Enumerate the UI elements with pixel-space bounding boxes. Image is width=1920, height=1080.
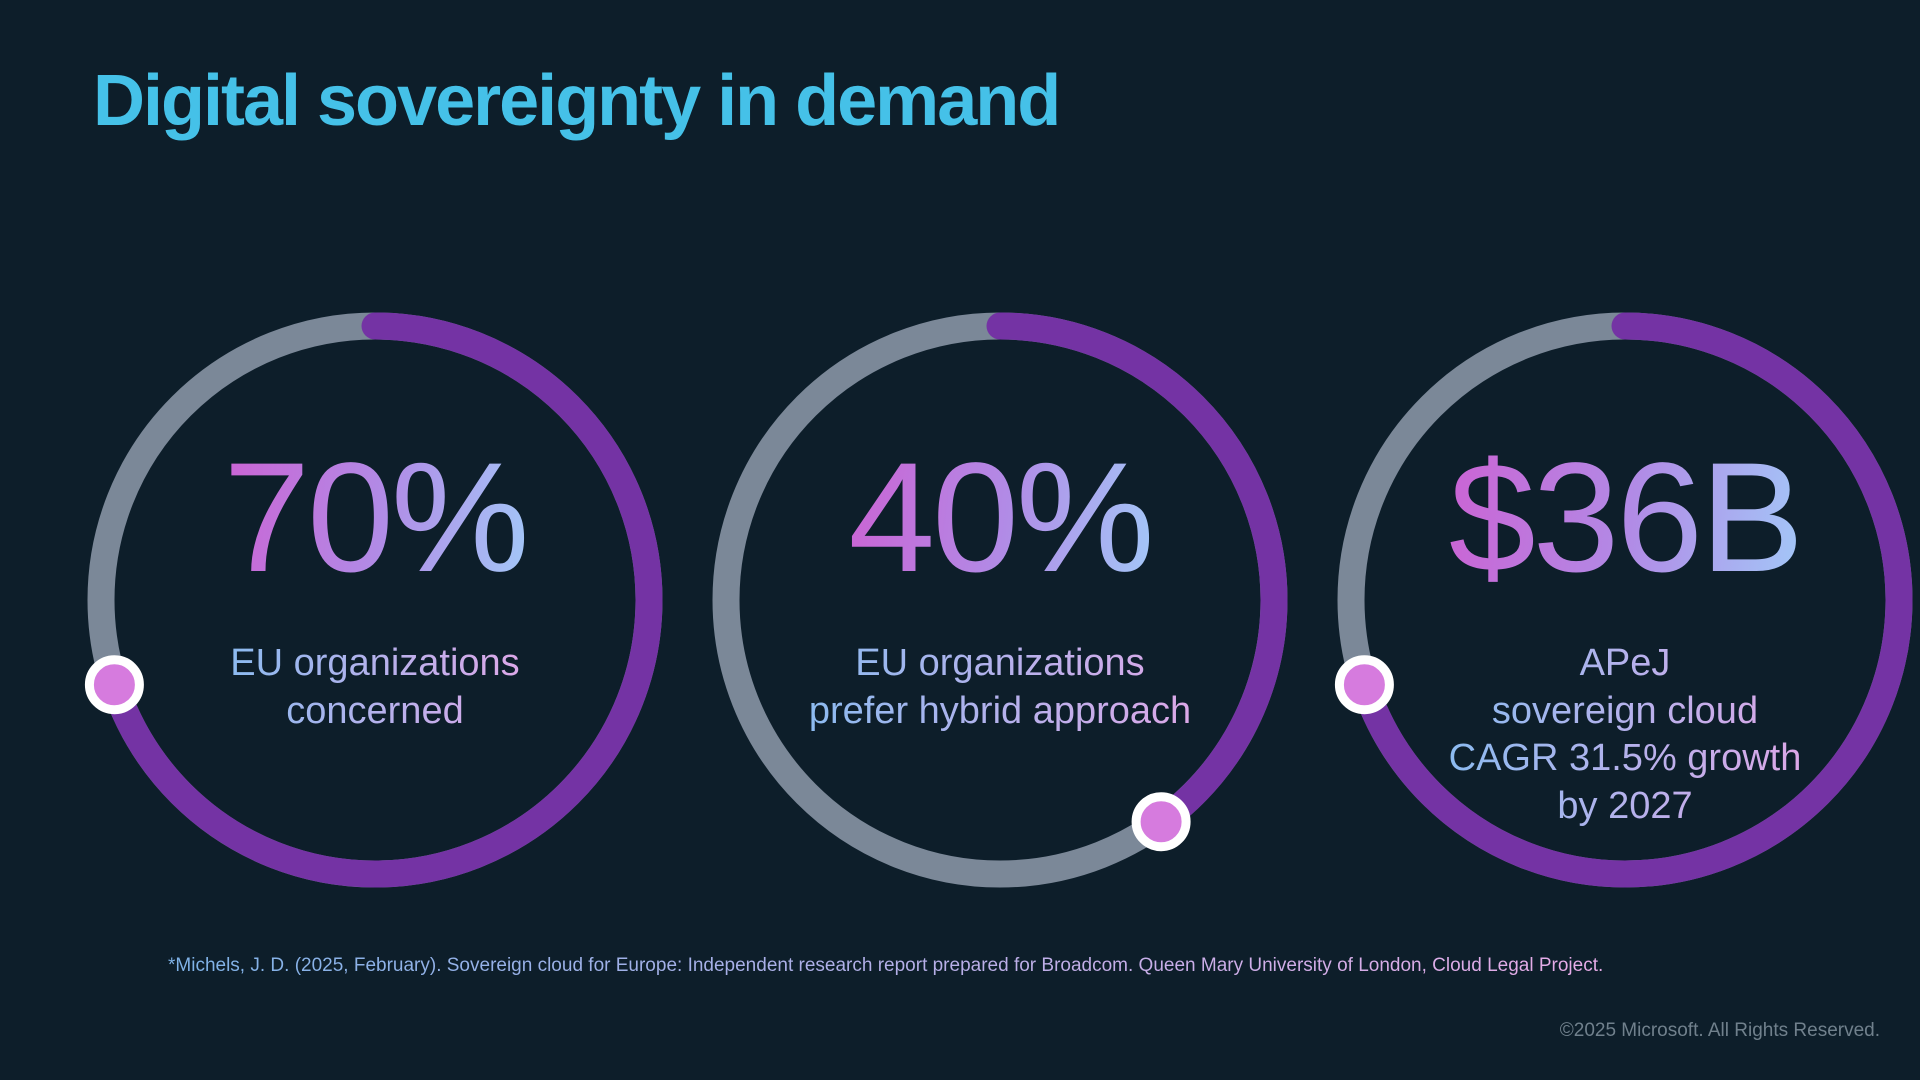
stat-text: 70% EU organizations concerned — [75, 300, 675, 900]
stat-card: 40% EU organizations prefer hybrid approac… — [700, 300, 1300, 900]
donut-progress-arc — [1337, 312, 1913, 888]
stat-text: 40% EU organizations prefer hybrid approac… — [700, 300, 1300, 900]
footnote-citation: *Michels, J. D. (2025, February). Sovere… — [168, 954, 1603, 979]
stat-label-line: prefer hybrid approach — [808, 689, 1192, 732]
stat-value: $36B — [1448, 431, 1804, 605]
donut-endpoint-dot — [84, 655, 144, 715]
donut-endpoint-dot — [1334, 655, 1394, 715]
stat-value: 70% — [223, 431, 529, 605]
donut-progress-arc — [87, 312, 663, 888]
stat-card: $36B APeJ sovereign cloud CAGR 31.5% growth… — [1325, 300, 1920, 900]
stat-label-line: sovereign cloud — [1491, 689, 1759, 732]
stat-label: EU organizations concerned — [230, 640, 519, 735]
donut-endpoint-dot — [1131, 792, 1191, 852]
stat-label: EU organizations prefer hybrid approach — [809, 640, 1191, 735]
stat-card: 70% EU organizations concerned — [75, 300, 675, 900]
donut-ring — [84, 312, 663, 888]
stat-text: $36B APeJ sovereign cloud CAGR 31.5% growth… — [1325, 300, 1920, 900]
stat-label-line: concerned — [286, 689, 464, 732]
stat-label-line: EU organizations — [855, 642, 1145, 684]
donut-progress-arc — [712, 312, 1288, 888]
stat-value: 40% — [848, 431, 1154, 605]
stat-label-line: CAGR 31.5% growth — [1448, 737, 1802, 779]
stat-label-line: APeJ — [1579, 642, 1671, 684]
stat-label: APeJ sovereign cloud CAGR 31.5% growth by 2… — [1449, 640, 1802, 830]
page-title: Digital sovereignty in demand — [93, 61, 1061, 141]
stat-label-line: EU organizations — [230, 642, 520, 684]
stat-label-line: by 2027 — [1557, 784, 1693, 827]
donut-ring — [712, 312, 1288, 888]
donut-ring — [1334, 312, 1913, 888]
copyright-notice: ©2025 Microsoft. All Rights Reserved. — [1559, 1020, 1880, 1041]
